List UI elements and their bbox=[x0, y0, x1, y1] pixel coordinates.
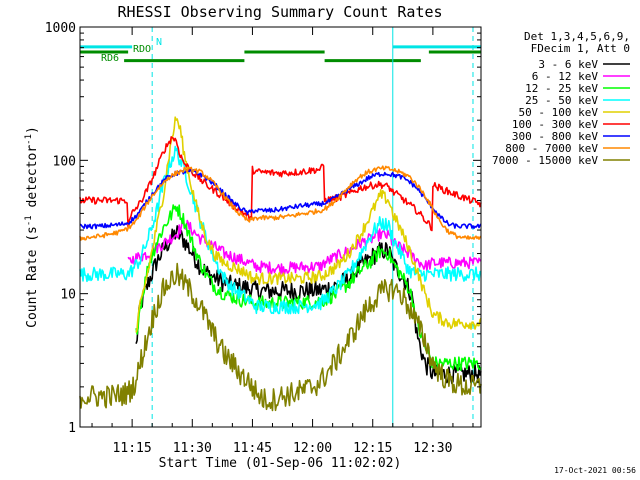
y-tick-label-1: 10 bbox=[60, 288, 76, 303]
y-tick-label-2: 100 bbox=[53, 154, 76, 169]
y-axis-label-sup1: -1 bbox=[24, 215, 34, 226]
legend-label-5: 100 - 300 keV bbox=[512, 118, 598, 131]
x-tick-label-2: 11:45 bbox=[233, 441, 272, 456]
flag-label-rdo: RDO bbox=[133, 44, 151, 55]
legend: Det 1,3,4,5,6,9, FDecim 1, Att 0 3 - 6 k… bbox=[492, 30, 630, 167]
y-axis-label-mid: detector bbox=[25, 145, 40, 216]
y-axis-label-sup2: -1 bbox=[24, 134, 34, 145]
legend-label-3: 25 - 50 keV bbox=[525, 94, 598, 107]
generated-timestamp: 17-Oct-2021 00:56 bbox=[554, 466, 636, 475]
x-tick-label-5: 12:30 bbox=[413, 441, 452, 456]
legend-label-8: 7000 - 15000 keV bbox=[492, 154, 598, 167]
legend-label-7: 800 - 7000 keV bbox=[505, 142, 598, 155]
x-tick-label-3: 12:00 bbox=[293, 441, 332, 456]
legend-label-1: 6 - 12 keV bbox=[532, 70, 599, 83]
y-axis-label-main: Count Rate (s bbox=[25, 226, 40, 328]
series-lines bbox=[79, 116, 482, 412]
flag-label-n: N bbox=[156, 37, 162, 48]
flag-label-rd6: RD6 bbox=[101, 53, 119, 64]
chart-title: RHESSI Observing Summary Count Rates bbox=[117, 3, 442, 21]
series-line-6 bbox=[79, 168, 482, 230]
legend-label-2: 12 - 25 keV bbox=[525, 82, 598, 95]
legend-label-6: 300 - 800 keV bbox=[512, 130, 598, 143]
series-line-3 bbox=[79, 145, 482, 315]
legend-label-0: 3 - 6 keV bbox=[538, 58, 598, 71]
x-tick-label-4: 12:15 bbox=[353, 441, 392, 456]
flag-bars bbox=[80, 45, 481, 63]
x-tick-label-0: 11:15 bbox=[113, 441, 152, 456]
x-axis: 11:15 11:30 11:45 12:00 12:15 12:30 bbox=[91, 27, 474, 456]
series-line-1 bbox=[127, 219, 482, 276]
y-axis-label: Count Rate (s-1 detector-1) bbox=[24, 126, 40, 328]
legend-header-line-2: FDecim 1, Att 0 bbox=[531, 42, 630, 55]
series-line-5 bbox=[79, 136, 482, 232]
series-line-8 bbox=[79, 262, 482, 412]
series-line-7 bbox=[79, 165, 482, 241]
x-axis-label: Start Time (01-Sep-06 11:02:02) bbox=[159, 456, 402, 471]
x-tick-label-1: 11:30 bbox=[173, 441, 212, 456]
y-axis-label-end: ) bbox=[25, 126, 40, 134]
legend-label-4: 50 - 100 keV bbox=[519, 106, 599, 119]
y-tick-label-3: 1000 bbox=[45, 21, 76, 36]
y-axis: 1 10 100 1000 bbox=[45, 21, 481, 436]
legend-header-line-1: Det 1,3,4,5,6,9, bbox=[524, 30, 630, 43]
plot-frame bbox=[79, 26, 482, 428]
series-line-4 bbox=[135, 116, 482, 333]
y-tick-label-0: 1 bbox=[68, 421, 76, 436]
